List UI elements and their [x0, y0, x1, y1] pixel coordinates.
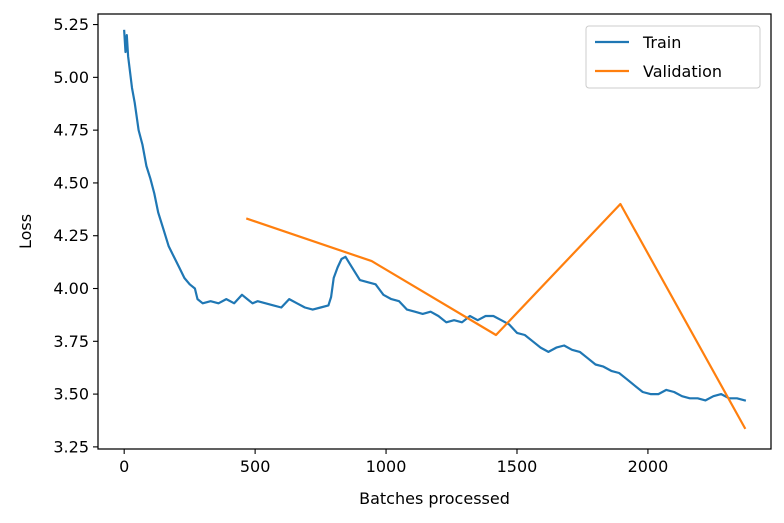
legend-label-validation: Validation [643, 62, 722, 81]
legend-box [585, 25, 761, 89]
y-axis: 3.25 3.50 3.75 4.00 4.25 4.50 4.75 5.00 5.25 [53, 15, 98, 456]
x-axis-label: Batches processed [359, 489, 510, 508]
x-tick-label: 500 [240, 457, 271, 476]
x-tick-label: 1000 [366, 457, 407, 476]
x-tick-label: 0 [119, 457, 129, 476]
y-tick-label: 5.25 [53, 15, 89, 34]
series-line-train [123, 29, 747, 402]
x-tick-label: 1500 [497, 457, 538, 476]
y-tick-label: 5.00 [53, 68, 89, 87]
y-tick-label: 3.50 [53, 385, 89, 404]
legend-label-train: Train [642, 33, 681, 52]
y-tick-label: 3.75 [53, 332, 89, 351]
legend: Train Validation [585, 25, 761, 89]
y-tick-label: 4.25 [53, 226, 89, 245]
plot-area [123, 29, 747, 430]
y-tick-label: 3.25 [53, 437, 89, 456]
x-axis: 0 500 1000 1500 2000 [119, 449, 668, 476]
x-tick-label: 2000 [628, 457, 669, 476]
y-tick-label: 4.50 [53, 173, 89, 192]
plot-frame [97, 13, 772, 450]
y-tick-label: 4.00 [53, 279, 89, 298]
y-axis-label: Loss [16, 214, 35, 249]
y-tick-label: 4.75 [53, 121, 89, 140]
series-line-validation [245, 202, 747, 430]
